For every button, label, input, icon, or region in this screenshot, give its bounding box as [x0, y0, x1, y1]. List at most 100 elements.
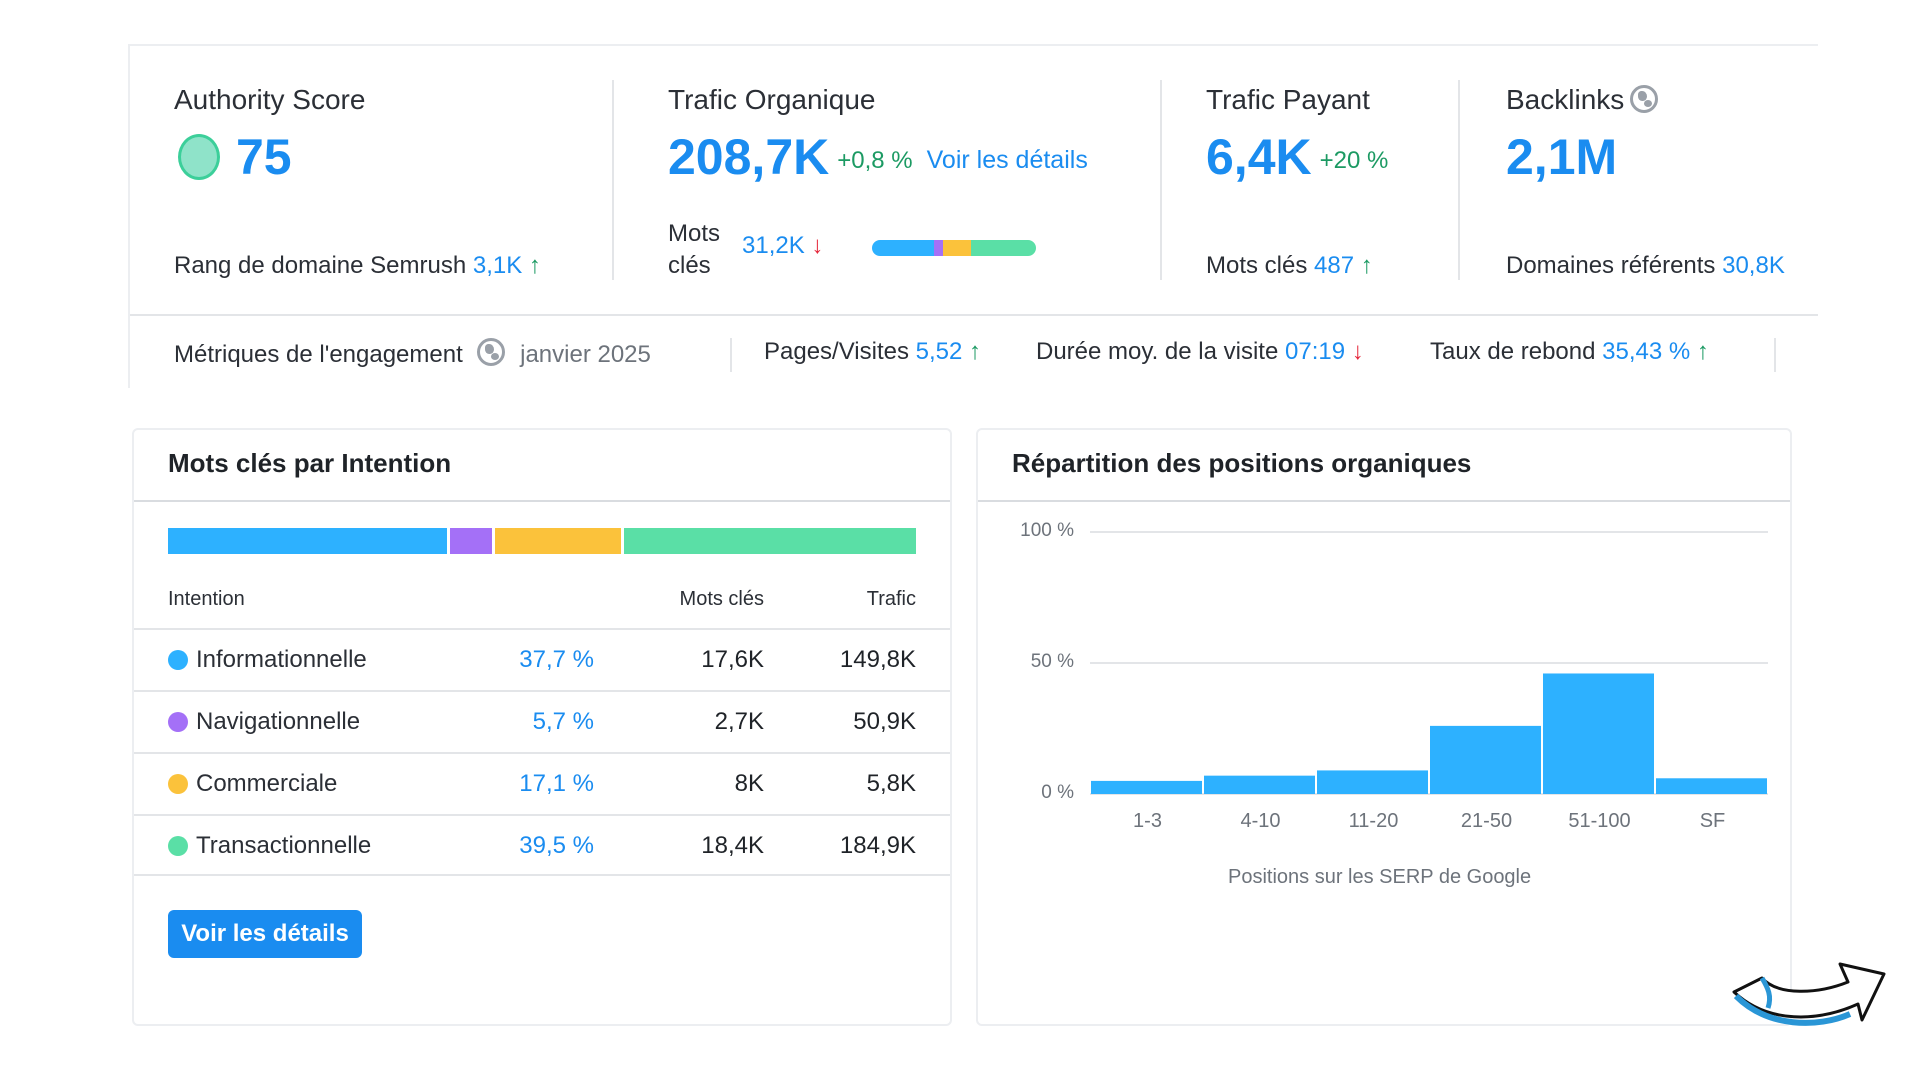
- bar-SF[interactable]: [1656, 778, 1767, 794]
- paid-traffic-value[interactable]: 6,4K: [1206, 129, 1312, 185]
- paid-traffic-value-row: 6,4K +20 %: [1206, 128, 1388, 186]
- organic-keywords-label-line2: clés: [668, 252, 711, 279]
- view-details-button[interactable]: Voir les détails: [168, 910, 362, 958]
- intent-segment-commerciale[interactable]: [494, 528, 622, 554]
- arrow-up-icon: ↑: [969, 338, 982, 365]
- arrow-down-icon: ↓: [1351, 338, 1364, 365]
- avg-visit-duration-value[interactable]: 07:19: [1285, 338, 1346, 365]
- bounce-rate-value[interactable]: 35,43 %: [1602, 338, 1691, 365]
- x-tick-label: 21-50: [1460, 810, 1513, 832]
- intent-traffic: 50,9K: [853, 708, 916, 735]
- organic-keywords-value[interactable]: 31,2K: [742, 232, 805, 259]
- authority-score-title: Authority Score: [174, 84, 366, 115]
- paid-keywords: Mots clés 487 ↑: [1206, 252, 1373, 280]
- positions-chart: [1090, 531, 1768, 795]
- header-intent: Intention: [168, 588, 245, 610]
- avg-visit-duration: Durée moy. de la visite 07:19 ↓: [1036, 338, 1364, 366]
- arrow-down-icon: ↓: [811, 232, 824, 259]
- y-tick-label: 0 %: [1041, 782, 1074, 803]
- paid-traffic-metric: Trafic Payant 6,4K +20 % Mots clés 487 ↑: [1162, 46, 1452, 316]
- x-axis-title: Positions sur les SERP de Google: [1228, 866, 1532, 888]
- avg-visit-duration-label: Durée moy. de la visite: [1036, 338, 1279, 365]
- intent-keywords: 8K: [734, 770, 764, 797]
- organic-keywords: 31,2K ↓: [742, 232, 823, 260]
- panel-title: Mots clés par Intention: [168, 448, 452, 478]
- domain-rank-label: Rang de domaine Semrush: [174, 252, 467, 279]
- organic-details-link[interactable]: Voir les détails: [926, 146, 1088, 174]
- table-row[interactable]: Navigationnelle 5,7 % 2,7K 50,9K: [134, 690, 950, 752]
- domain-rank-value[interactable]: 3,1K: [472, 252, 523, 279]
- intent-dot-icon: [168, 774, 188, 794]
- intent-segment-informationnelle[interactable]: [168, 528, 447, 554]
- globe-icon[interactable]: [1630, 85, 1659, 113]
- intent-keywords: 17,6K: [701, 646, 764, 673]
- domain-rank: Rang de domaine Semrush 3,1K ↑: [174, 252, 541, 280]
- intent-distribution-bar[interactable]: [168, 528, 917, 554]
- x-tick-label: 11-20: [1348, 810, 1399, 832]
- intent-share[interactable]: 37,7 %: [519, 646, 594, 673]
- organic-traffic-delta: +0,8 %: [837, 147, 913, 174]
- bar-1-3[interactable]: [1091, 780, 1202, 794]
- organic-keywords-label: Mots clés: [668, 218, 720, 282]
- keywords-by-intent-panel: Mots clés par Intention Intention Mots c…: [132, 428, 952, 1026]
- pages-per-visit-label: Pages/Visites: [764, 338, 909, 365]
- table-row[interactable]: Commerciale 17,1 % 8K 5,8K: [134, 752, 950, 814]
- paid-keywords-value[interactable]: 487: [1314, 252, 1355, 279]
- globe-icon[interactable]: [477, 338, 506, 366]
- intent-name: Commerciale: [196, 770, 338, 797]
- intent-share[interactable]: 5,7 %: [532, 708, 594, 735]
- intent-segment-transactionnelle[interactable]: [624, 528, 917, 554]
- header-traffic[interactable]: Trafic: [866, 588, 916, 610]
- referring-domains-value[interactable]: 30,8K: [1722, 252, 1785, 279]
- paid-traffic-delta: +20 %: [1319, 147, 1389, 174]
- intent-segment-navigationnelle[interactable]: [449, 528, 492, 554]
- intent-keywords: 18,4K: [701, 832, 764, 859]
- authority-score-metric: Authority Score 75 Rang de domaine Semru…: [130, 46, 600, 316]
- pages-per-visit-value[interactable]: 5,52: [915, 338, 963, 365]
- intent-traffic: 5,8K: [866, 770, 916, 797]
- header-keywords[interactable]: Mots clés: [679, 588, 764, 610]
- bar-51-100[interactable]: [1543, 673, 1654, 794]
- intent-dot-icon: [168, 712, 188, 732]
- paid-keywords-label: Mots clés: [1206, 252, 1308, 279]
- intent-traffic: 184,9K: [839, 832, 916, 859]
- organic-traffic-title: Trafic Organique: [668, 84, 876, 115]
- x-tick-label: SF: [1699, 810, 1726, 832]
- backlinks-value[interactable]: 2,1M: [1506, 129, 1618, 185]
- divider: [1774, 338, 1776, 372]
- engagement-label: Métriques de l'engagement: [174, 341, 463, 368]
- table-row[interactable]: Informationnelle 37,7 % 17,6K 149,8K: [134, 628, 950, 690]
- panel-header: Répartition des positions organiques: [978, 430, 1790, 502]
- organic-traffic-value[interactable]: 208,7K: [668, 129, 830, 185]
- backlinks-title-row: Backlinks: [1506, 84, 1659, 116]
- intent-segment-commerciale[interactable]: [943, 240, 972, 256]
- intent-segment-transactionnelle[interactable]: [971, 240, 1036, 256]
- bounce-rate: Taux de rebond 35,43 % ↑: [1430, 338, 1709, 366]
- organic-positions-panel: Répartition des positions organiques 100…: [976, 428, 1792, 1026]
- authority-score-value[interactable]: 75: [236, 129, 292, 185]
- y-tick-label: 100 %: [1020, 520, 1074, 541]
- table-row[interactable]: Transactionnelle 39,5 % 18,4K 184,9K: [134, 814, 950, 876]
- paid-traffic-title: Trafic Payant: [1206, 84, 1370, 115]
- metrics-row: Authority Score 75 Rang de domaine Semru…: [130, 46, 1818, 316]
- intent-segment-informationnelle[interactable]: [872, 240, 934, 256]
- arrow-up-icon: ↑: [1696, 338, 1709, 365]
- bar-4-10[interactable]: [1204, 775, 1315, 794]
- engagement-row: Métriques de l'engagement janvier 2025 P…: [130, 316, 1818, 390]
- y-tick-label: 50 %: [1030, 651, 1074, 672]
- organic-intent-mini-bar[interactable]: [872, 240, 1036, 256]
- bounce-rate-label: Taux de rebond: [1430, 338, 1596, 365]
- bar-21-50[interactable]: [1430, 725, 1541, 794]
- intent-keywords: 2,7K: [714, 708, 764, 735]
- intent-share[interactable]: 39,5 %: [519, 832, 594, 859]
- x-tick-label: 1-3: [1133, 810, 1162, 832]
- panel-title: Répartition des positions organiques: [1012, 448, 1472, 478]
- divider: [612, 80, 614, 280]
- intent-segment-navigationnelle[interactable]: [933, 240, 944, 256]
- organic-traffic-value-row: 208,7K +0,8 % Voir les détails: [668, 128, 1088, 186]
- intent-share[interactable]: 17,1 %: [519, 770, 594, 797]
- bar-11-20[interactable]: [1317, 770, 1428, 794]
- x-tick-label: 4-10: [1240, 810, 1281, 832]
- engagement-date: janvier 2025: [520, 341, 651, 368]
- intent-name: Informationnelle: [196, 646, 367, 673]
